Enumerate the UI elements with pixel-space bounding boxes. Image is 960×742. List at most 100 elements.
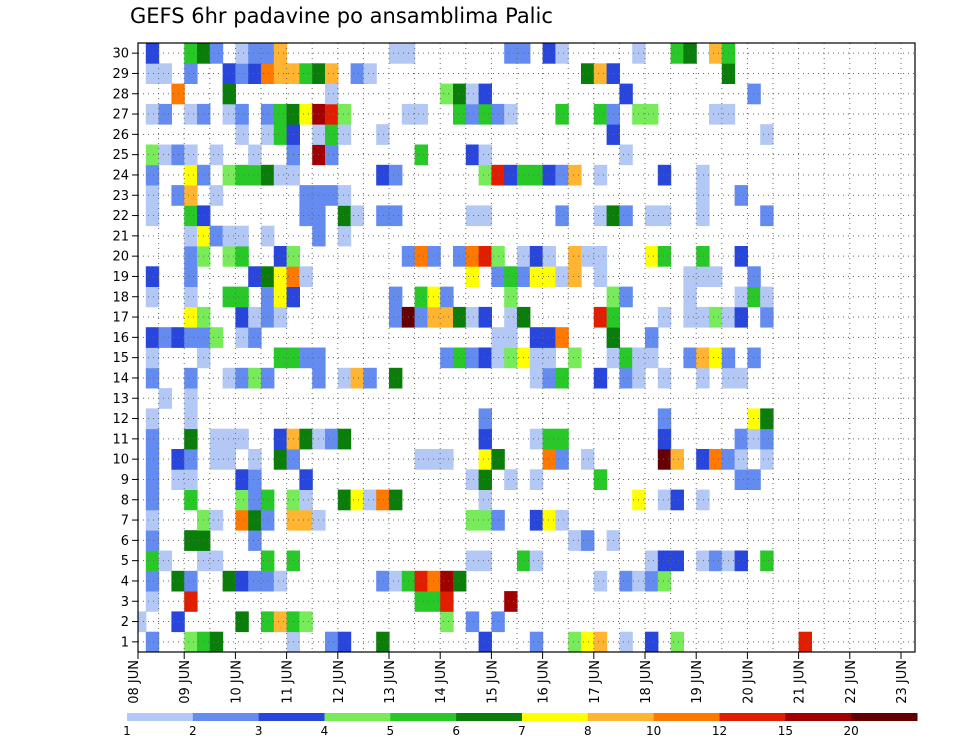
heatmap-cell bbox=[465, 266, 480, 287]
y-tick-label: 10 bbox=[112, 453, 129, 468]
heatmap-cell bbox=[478, 306, 492, 328]
colorbar: 1 2 3 4 5 6 7 8 10 12 15 20 bbox=[123, 713, 918, 738]
heatmap-cell bbox=[184, 144, 198, 166]
heatmap-cell bbox=[414, 246, 428, 267]
heatmap-cell bbox=[581, 631, 595, 653]
heatmap-cell bbox=[504, 327, 518, 348]
heatmap-cell bbox=[465, 469, 480, 490]
heatmap-cell bbox=[389, 306, 403, 328]
heatmap-cell bbox=[619, 83, 633, 105]
heatmap-cell bbox=[235, 469, 249, 490]
heatmap-cell bbox=[261, 611, 275, 633]
heatmap-cell bbox=[555, 428, 569, 450]
heatmap-cell bbox=[299, 347, 313, 369]
heatmap-cell bbox=[363, 367, 377, 389]
y-tick-label: 5 bbox=[121, 554, 129, 569]
heatmap-cell bbox=[299, 205, 313, 227]
heatmap-cell bbox=[760, 205, 774, 227]
heatmap-cell bbox=[529, 469, 544, 490]
heatmap-cell bbox=[478, 164, 492, 186]
heatmap-cell bbox=[657, 205, 672, 227]
heatmap-cell bbox=[504, 43, 518, 64]
heatmap-cell bbox=[184, 469, 198, 490]
heatmap-cell bbox=[734, 367, 748, 389]
heatmap-cell bbox=[325, 83, 339, 105]
heatmap-cell bbox=[158, 63, 172, 84]
heatmap-cell bbox=[235, 306, 249, 328]
heatmap-cell bbox=[478, 205, 492, 227]
heatmap-cell bbox=[568, 266, 582, 287]
heatmap-cell bbox=[299, 428, 313, 450]
heatmap-cell bbox=[235, 124, 249, 145]
heatmap-cell bbox=[158, 103, 172, 125]
plot-frame bbox=[137, 42, 916, 653]
heatmap-cell bbox=[138, 611, 147, 633]
x-tick-label: 14 JUN bbox=[434, 660, 449, 704]
heatmap-cell bbox=[184, 489, 198, 511]
heatmap-cell bbox=[760, 449, 774, 470]
heatmap-cell bbox=[734, 306, 748, 328]
heatmap-cell bbox=[568, 631, 582, 653]
heatmap-cell bbox=[261, 570, 275, 592]
heatmap-cell bbox=[222, 570, 236, 592]
x-tick-label: 12 JUN bbox=[332, 660, 347, 704]
heatmap-cell bbox=[209, 550, 224, 572]
x-tick-label: 21 JUN bbox=[793, 660, 808, 704]
y-tick-label: 18 bbox=[112, 290, 129, 305]
heatmap-cell bbox=[504, 103, 518, 125]
heatmap-cell bbox=[529, 509, 544, 531]
heatmap-cell bbox=[529, 428, 544, 450]
heatmap-cell bbox=[670, 631, 684, 653]
colorbar-label: 10 bbox=[646, 724, 661, 738]
heatmap-cell bbox=[299, 489, 313, 511]
heatmap-cell bbox=[593, 103, 608, 125]
heatmap-cell bbox=[657, 449, 672, 470]
heatmap-cell bbox=[376, 124, 390, 145]
heatmap-cell bbox=[145, 103, 160, 125]
colorbar-segment bbox=[522, 713, 589, 721]
heatmap-cell bbox=[670, 449, 684, 470]
heatmap-cell bbox=[760, 428, 774, 450]
heatmap-cell bbox=[593, 164, 608, 186]
heatmap-cell bbox=[504, 286, 518, 308]
heatmap-cell bbox=[747, 469, 761, 490]
heatmap-cell bbox=[299, 469, 313, 490]
heatmap-cell bbox=[261, 367, 275, 389]
heatmap-cell bbox=[389, 164, 403, 186]
x-tick-label: 23 JUN bbox=[895, 660, 910, 704]
x-tick-label: 10 JUN bbox=[229, 660, 244, 704]
heatmap-cell bbox=[593, 63, 608, 84]
y-tick-label: 23 bbox=[112, 189, 129, 204]
heatmap-cell bbox=[427, 306, 441, 328]
colorbar-segment bbox=[127, 713, 194, 721]
heatmap-cell bbox=[619, 367, 633, 389]
colorbar-label: 15 bbox=[778, 724, 793, 738]
heatmap-cell bbox=[581, 246, 595, 267]
heatmap-cell bbox=[645, 550, 659, 572]
colorbar-segment bbox=[785, 713, 852, 721]
heatmap-cell bbox=[734, 449, 748, 470]
heatmap-cell bbox=[593, 205, 608, 227]
heatmap-cell bbox=[478, 509, 492, 531]
heatmap-cell bbox=[184, 306, 198, 328]
heatmap-cell bbox=[542, 327, 556, 348]
heatmap-cell bbox=[273, 124, 288, 145]
heatmap-cell bbox=[709, 103, 723, 125]
heatmap-cell bbox=[542, 164, 556, 186]
heatmap-cell bbox=[709, 550, 723, 572]
heatmap-cell bbox=[209, 144, 224, 166]
heatmap-cell bbox=[593, 306, 608, 328]
colorbar-segment bbox=[390, 713, 457, 721]
heatmap-cell bbox=[376, 164, 390, 186]
heatmap-cell bbox=[273, 246, 288, 267]
heatmap-cell bbox=[504, 469, 518, 490]
heatmap-cell bbox=[619, 286, 633, 308]
heatmap-cell bbox=[350, 63, 364, 84]
heatmap-cell bbox=[709, 306, 723, 328]
heatmap-cell bbox=[222, 103, 236, 125]
heatmap-cell bbox=[209, 449, 224, 470]
heatmap-cell bbox=[222, 286, 236, 308]
heatmap-cell bbox=[670, 550, 684, 572]
heatmap-cell bbox=[184, 327, 198, 348]
heatmap-cell bbox=[414, 103, 428, 125]
